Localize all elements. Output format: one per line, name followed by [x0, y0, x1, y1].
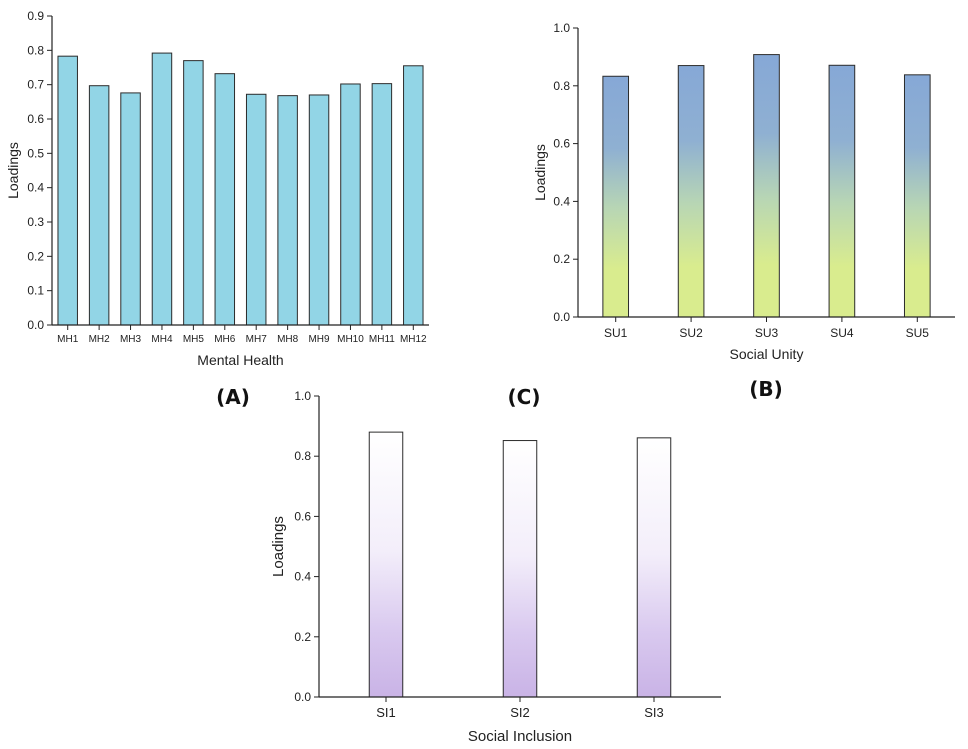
- panel-b-xlabel: Social Unity: [730, 346, 804, 362]
- panel-c-ylabel: Loadings: [270, 516, 287, 577]
- panel-b-bar-su5: [903, 74, 931, 318]
- panel-c-xtick-label: SI2: [510, 705, 530, 720]
- panel-a-bar-mh9: [308, 94, 330, 326]
- panel-a-ytick-label: 0.4: [27, 181, 44, 195]
- panel-a-bar-mh8: [277, 95, 298, 326]
- panel-b-ylabel: Loadings: [532, 144, 548, 201]
- panel-a-bar-mh5: [183, 60, 204, 326]
- panel-a-bar-mh7: [245, 93, 267, 326]
- panel-a-xtick-label: MH9: [308, 334, 330, 345]
- panel-a-ylabel: Loadings: [5, 142, 21, 199]
- panel-a-xtick-label: MH11: [369, 334, 395, 345]
- panel-b-ytick-label: 0.6: [553, 137, 570, 151]
- panel-b-xtick-label: SU5: [906, 326, 930, 340]
- panel-c-ytick-label: 1.0: [294, 389, 311, 403]
- panel-a-xtick-label: MH4: [151, 334, 173, 345]
- panel-a-bar-mh11: [371, 83, 393, 326]
- panel-c-bar-si3: [636, 437, 672, 698]
- panel-c-ytick-label: 0.6: [294, 509, 311, 523]
- panel-b-bar-su1: [602, 75, 630, 318]
- panel-a-bars: [57, 52, 424, 326]
- chart-panel-a: MH1 MH2 MH3 MH4 MH5 MH6 MH7 MH8 MH9 MH10 MH11 MH12 0…: [5, 9, 429, 368]
- panel-b-bar-su4: [828, 64, 856, 318]
- panel-a-xlabel: Mental Health: [197, 352, 283, 368]
- panel-b-xtick-label: SU1: [604, 326, 628, 340]
- panel-b-xtick-label: SU3: [755, 326, 779, 340]
- panel-c-ytick-label: 0.0: [294, 690, 311, 704]
- panel-c-bars: [368, 431, 672, 698]
- panel-c-ytick-label: 0.4: [294, 570, 311, 584]
- panel-b-ytick-label: 0.0: [553, 310, 570, 324]
- chart-panel-c: SI1 SI2 SI3 0.0 0.2 0.4 0.6 0.8 1.0 Social Inclu…: [270, 389, 721, 745]
- panel-b-ytick-label: 0.2: [553, 252, 570, 266]
- panel-a-ytick-label: 0.2: [27, 249, 44, 263]
- panel-b-label: (B): [749, 377, 783, 401]
- panel-a-xtick-label: MH1: [57, 334, 79, 345]
- panel-a-xtick-label: MH3: [120, 334, 142, 345]
- panel-a-ytick-label: 0.3: [27, 215, 44, 229]
- panel-b-ytick-label: 0.8: [553, 79, 570, 93]
- panel-a-xtick-label: MH7: [246, 334, 268, 345]
- panel-c-bar-si2: [502, 440, 538, 698]
- panel-a-bar-mh2: [88, 85, 110, 326]
- panel-b-ytick-label: 0.4: [553, 194, 570, 208]
- panel-b-bar-su2: [677, 65, 705, 318]
- panel-a-xtick-label: MH6: [214, 334, 236, 345]
- panel-a-ytick-label: 0.9: [27, 9, 44, 23]
- panel-a-xtick-label: MH8: [277, 334, 299, 345]
- panel-c-axes: SI1 SI2 SI3 0.0 0.2 0.4 0.6 0.8 1.0: [294, 389, 721, 720]
- panel-c-ytick-label: 0.8: [294, 449, 311, 463]
- panel-a-ytick-label: 0.5: [27, 146, 44, 160]
- panel-a-bar-mh12: [403, 65, 424, 326]
- panel-a-bar-mh3: [120, 92, 141, 326]
- panel-a-xtick-label: MH12: [400, 334, 427, 345]
- panel-c-xtick-label: SI1: [376, 705, 396, 720]
- panel-a-ytick-label: 0.1: [27, 284, 44, 298]
- chart-panel-b: SU1 SU2 SU3 SU4 SU5 0.0 0.2 0.4 0.6 0.8 1.0 Social…: [532, 21, 955, 362]
- panel-b-xtick-label: SU2: [679, 326, 703, 340]
- panel-a-bar-mh1: [57, 55, 78, 326]
- panel-c-bar-si1: [368, 431, 404, 698]
- panel-a-axes: MH1 MH2 MH3 MH4 MH5 MH6 MH7 MH8 MH9 MH10 MH11 MH12 0…: [27, 9, 429, 345]
- panel-b-bar-su3: [753, 54, 780, 318]
- panel-b-axes: SU1 SU2 SU3 SU4 SU5 0.0 0.2 0.4 0.6 0.8 1.0: [553, 21, 955, 340]
- panel-a-xtick-label: MH5: [183, 334, 205, 345]
- panel-c-xtick-label: SI3: [644, 705, 664, 720]
- panel-a-ytick-label: 0.0: [27, 318, 44, 332]
- panel-c-xlabel: Social Inclusion: [468, 728, 572, 745]
- panel-a-bar-mh4: [151, 52, 173, 326]
- panel-c-label: (C): [508, 385, 541, 409]
- panel-a-xtick-label: MH10: [337, 334, 364, 345]
- panel-a-label: (A): [216, 385, 250, 409]
- panel-a-bar-mh10: [340, 83, 361, 326]
- panel-b-ytick-label: 1.0: [553, 21, 570, 35]
- panel-a-ytick-label: 0.7: [27, 78, 44, 92]
- panel-a-bar-mh6: [214, 73, 236, 326]
- panel-a-ytick-label: 0.6: [27, 112, 44, 126]
- panel-a-xtick-label: MH2: [89, 334, 111, 345]
- panel-b-xtick-label: SU4: [830, 326, 854, 340]
- panel-a-ytick-label: 0.8: [27, 43, 44, 57]
- panel-c-ytick-label: 0.2: [294, 630, 311, 644]
- panel-b-bars: [602, 54, 931, 318]
